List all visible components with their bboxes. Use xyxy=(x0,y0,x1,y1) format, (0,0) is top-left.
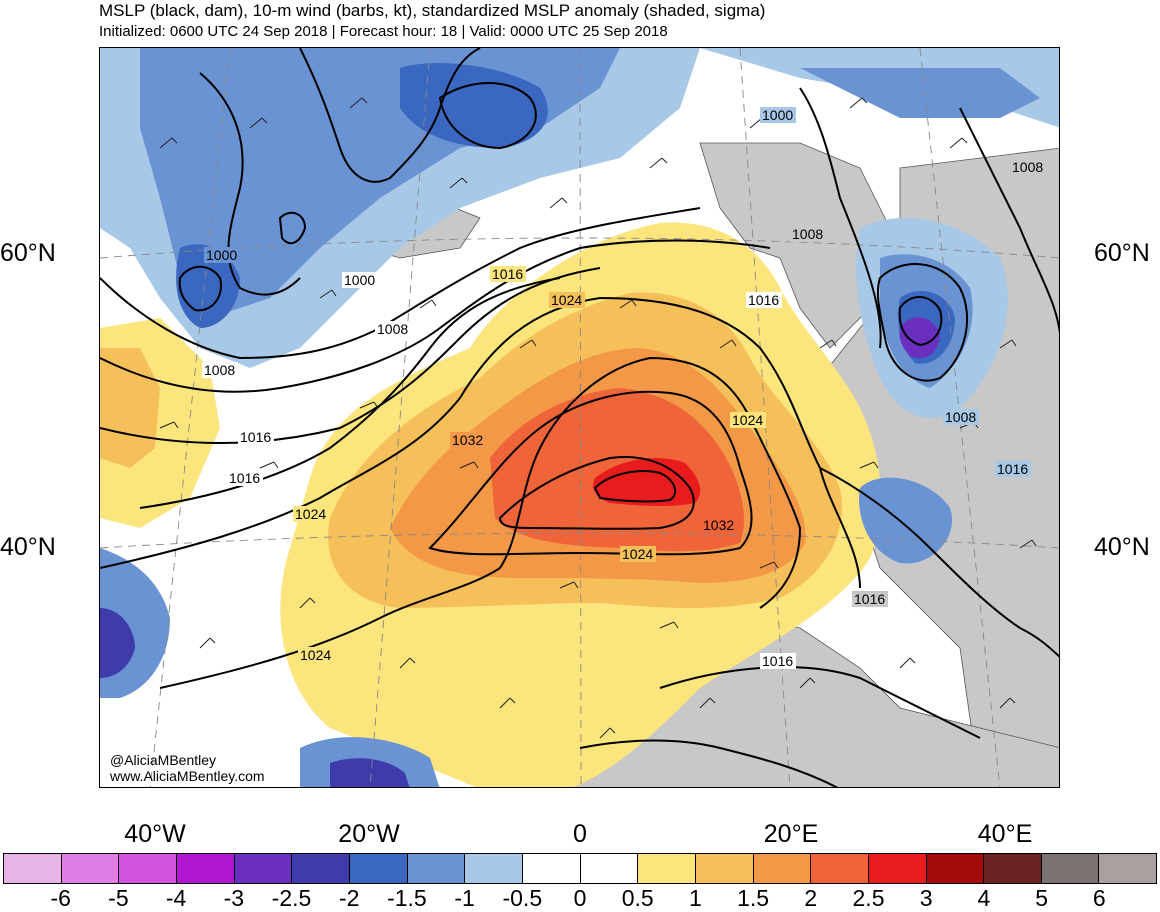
colorbar-tick-label: 2 xyxy=(804,885,818,911)
colorbar-swatch xyxy=(522,854,581,883)
contour-label: 1024 xyxy=(295,506,326,522)
lon-label-40e: 40°E xyxy=(977,820,1033,848)
contour-label: 1008 xyxy=(377,321,408,337)
contour-label: 1000 xyxy=(762,107,793,123)
contour-label: 1008 xyxy=(204,362,235,378)
contour-label: 1024 xyxy=(732,412,763,428)
anomaly-colorbar xyxy=(3,853,1157,884)
lat-label-60n-left: 60°N xyxy=(0,239,56,267)
colorbar-swatch xyxy=(234,854,293,883)
contour-label: 1016 xyxy=(762,653,793,669)
isobars xyxy=(100,48,1059,787)
colorbar-swatch xyxy=(119,854,177,883)
colorbar-swatch xyxy=(638,854,696,883)
colorbar-tick-label: 0 xyxy=(573,885,587,911)
colorbar-swatch xyxy=(176,854,235,883)
colorbar-tick-label: -2 xyxy=(338,885,360,911)
colorbar-tick-label: 1.5 xyxy=(737,885,770,911)
colorbar-tick-label: -2.5 xyxy=(271,885,312,911)
contour-label: 1016 xyxy=(229,470,260,486)
colorbar-tick-label: -6 xyxy=(50,885,71,911)
colorbar-swatch xyxy=(1099,854,1157,883)
colorbar-swatch xyxy=(465,854,523,883)
colorbar-tick-label: 5 xyxy=(1035,885,1048,911)
lon-label-0: 0 xyxy=(573,820,587,848)
weather-map: 1000 1000 1000 1008 1008 1008 1008 1008 … xyxy=(100,48,1059,787)
contour-label: 1032 xyxy=(452,432,483,448)
contour-label: 1016 xyxy=(748,292,779,308)
colorbar-tick-label: -0.5 xyxy=(502,885,543,911)
contour-label: 1000 xyxy=(344,272,375,288)
colorbar-tick-label: 6 xyxy=(1092,885,1106,911)
colorbar-swatch xyxy=(61,854,120,883)
contour-labels: 1000 1000 1000 1008 1008 1008 1008 1008 … xyxy=(202,107,1046,669)
contour-label: 1024 xyxy=(622,546,653,562)
contour-label: 1016 xyxy=(240,429,271,445)
colorbar-swatch xyxy=(580,854,639,883)
colorbar-tick-label: 1 xyxy=(688,885,702,911)
credit-handle: @AliciaMBentley xyxy=(110,752,216,768)
colorbar-swatch xyxy=(984,854,1042,883)
lat-label-60n-right: 60°N xyxy=(1094,239,1150,267)
contour-label: 1032 xyxy=(703,517,734,533)
contour-label: 1016 xyxy=(997,461,1028,477)
contour-label: 1024 xyxy=(551,292,582,308)
contour-label: 1016 xyxy=(854,591,885,607)
lon-label-20w: 20°W xyxy=(338,820,400,848)
contour-label: 1008 xyxy=(792,226,823,242)
lat-label-40n-left: 40°N xyxy=(0,533,56,561)
colorbar-swatch xyxy=(349,854,408,883)
colorbar-tick-label: -5 xyxy=(108,885,129,911)
contour-label: 1008 xyxy=(945,409,976,425)
wind-barbs xyxy=(159,97,1037,739)
colorbar-swatch xyxy=(753,854,812,883)
colorbar-tick-label: -4 xyxy=(165,885,187,911)
map-title: MSLP (black, dam), 10-m wind (barbs, kt)… xyxy=(99,1,766,20)
colorbar-swatch xyxy=(926,854,985,883)
contour-label: 1008 xyxy=(1012,159,1043,175)
colorbar-tick-label: -1 xyxy=(454,885,475,911)
colorbar-tick-label: -3 xyxy=(223,885,245,911)
contour-label: 1000 xyxy=(206,247,237,263)
colorbar-tick-label: 0.5 xyxy=(621,885,654,911)
colorbar-swatch xyxy=(811,854,869,883)
colorbar-tick-label: 3 xyxy=(919,885,933,911)
lat-label-40n-right: 40°N xyxy=(1094,533,1150,561)
contour-label: 1016 xyxy=(492,266,523,282)
lon-label-40w: 40°W xyxy=(124,820,186,848)
colorbar-tick-label: 4 xyxy=(977,885,991,911)
weather-map-panel: 1000 1000 1000 1008 1008 1008 1008 1008 … xyxy=(99,47,1060,788)
colorbar-swatch xyxy=(868,854,927,883)
map-subtitle: Initialized: 0600 UTC 24 Sep 2018 | Fore… xyxy=(99,23,668,40)
colorbar-swatch xyxy=(695,854,754,883)
colorbar-swatch xyxy=(407,854,466,883)
contour-label: 1024 xyxy=(300,647,331,663)
colorbar-tick-label: 2.5 xyxy=(852,885,885,911)
colorbar-swatch xyxy=(4,854,62,883)
colorbar-tick-label: -1.5 xyxy=(387,885,427,911)
colorbar-swatch xyxy=(1041,854,1100,883)
lon-label-20e: 20°E xyxy=(763,820,819,848)
credit-site: www.AliciaMBentley.com xyxy=(109,768,265,784)
colorbar-swatch xyxy=(292,854,350,883)
